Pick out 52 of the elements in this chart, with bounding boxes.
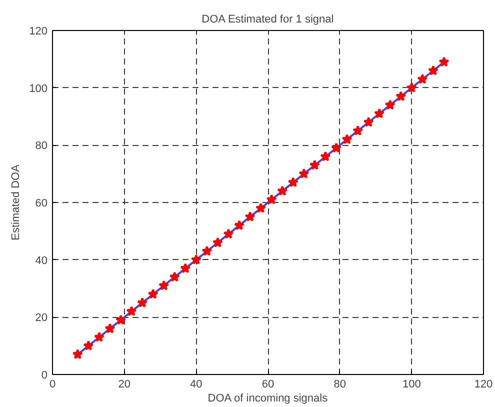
x-tick-label: 40	[190, 378, 202, 390]
point	[212, 237, 223, 248]
point	[428, 65, 438, 76]
x-tick-label: 60	[262, 378, 274, 390]
point	[83, 340, 94, 350]
point	[309, 160, 320, 170]
y-tick-label: 60	[35, 198, 48, 210]
point	[384, 100, 396, 110]
x-tick-label: 100	[402, 378, 421, 390]
point	[352, 125, 364, 136]
x-axis-title: DOA of incoming signals	[208, 392, 328, 404]
point	[137, 297, 148, 308]
point	[330, 142, 342, 153]
point	[104, 323, 116, 334]
y-axis-title: Estimated DOA	[10, 164, 22, 240]
point	[396, 90, 406, 102]
x-tick-label: 20	[118, 378, 130, 390]
point	[190, 254, 202, 264]
point	[256, 202, 266, 213]
point	[158, 280, 170, 290]
point	[438, 56, 450, 67]
point	[234, 220, 245, 230]
point	[126, 306, 137, 316]
point	[363, 116, 374, 127]
y-tick-label: 100	[29, 82, 48, 95]
point	[277, 186, 288, 196]
x-tick-label: 0	[49, 378, 56, 390]
point	[115, 314, 126, 325]
point	[374, 108, 385, 118]
point	[148, 288, 158, 299]
point	[298, 168, 310, 178]
point	[202, 246, 212, 256]
chart-title: DOA Estimated for 1 signal	[202, 14, 334, 26]
point	[223, 228, 234, 239]
point	[169, 272, 180, 282]
x-tick-label: 80	[334, 378, 346, 390]
point	[417, 74, 428, 84]
y-tick-label: 20	[35, 312, 48, 324]
point	[288, 176, 298, 188]
point	[72, 348, 83, 360]
y-tick-label: 80	[35, 140, 48, 152]
point	[266, 194, 277, 204]
x-tick-label: 120	[474, 378, 493, 390]
y-tick-label: 40	[35, 254, 48, 267]
point	[244, 211, 256, 222]
point	[180, 262, 191, 274]
y-tick-label: 0	[41, 370, 48, 382]
point	[94, 332, 104, 342]
point	[406, 82, 417, 92]
y-tick-label: 120	[29, 26, 48, 38]
point	[342, 134, 352, 144]
point	[320, 151, 331, 162]
